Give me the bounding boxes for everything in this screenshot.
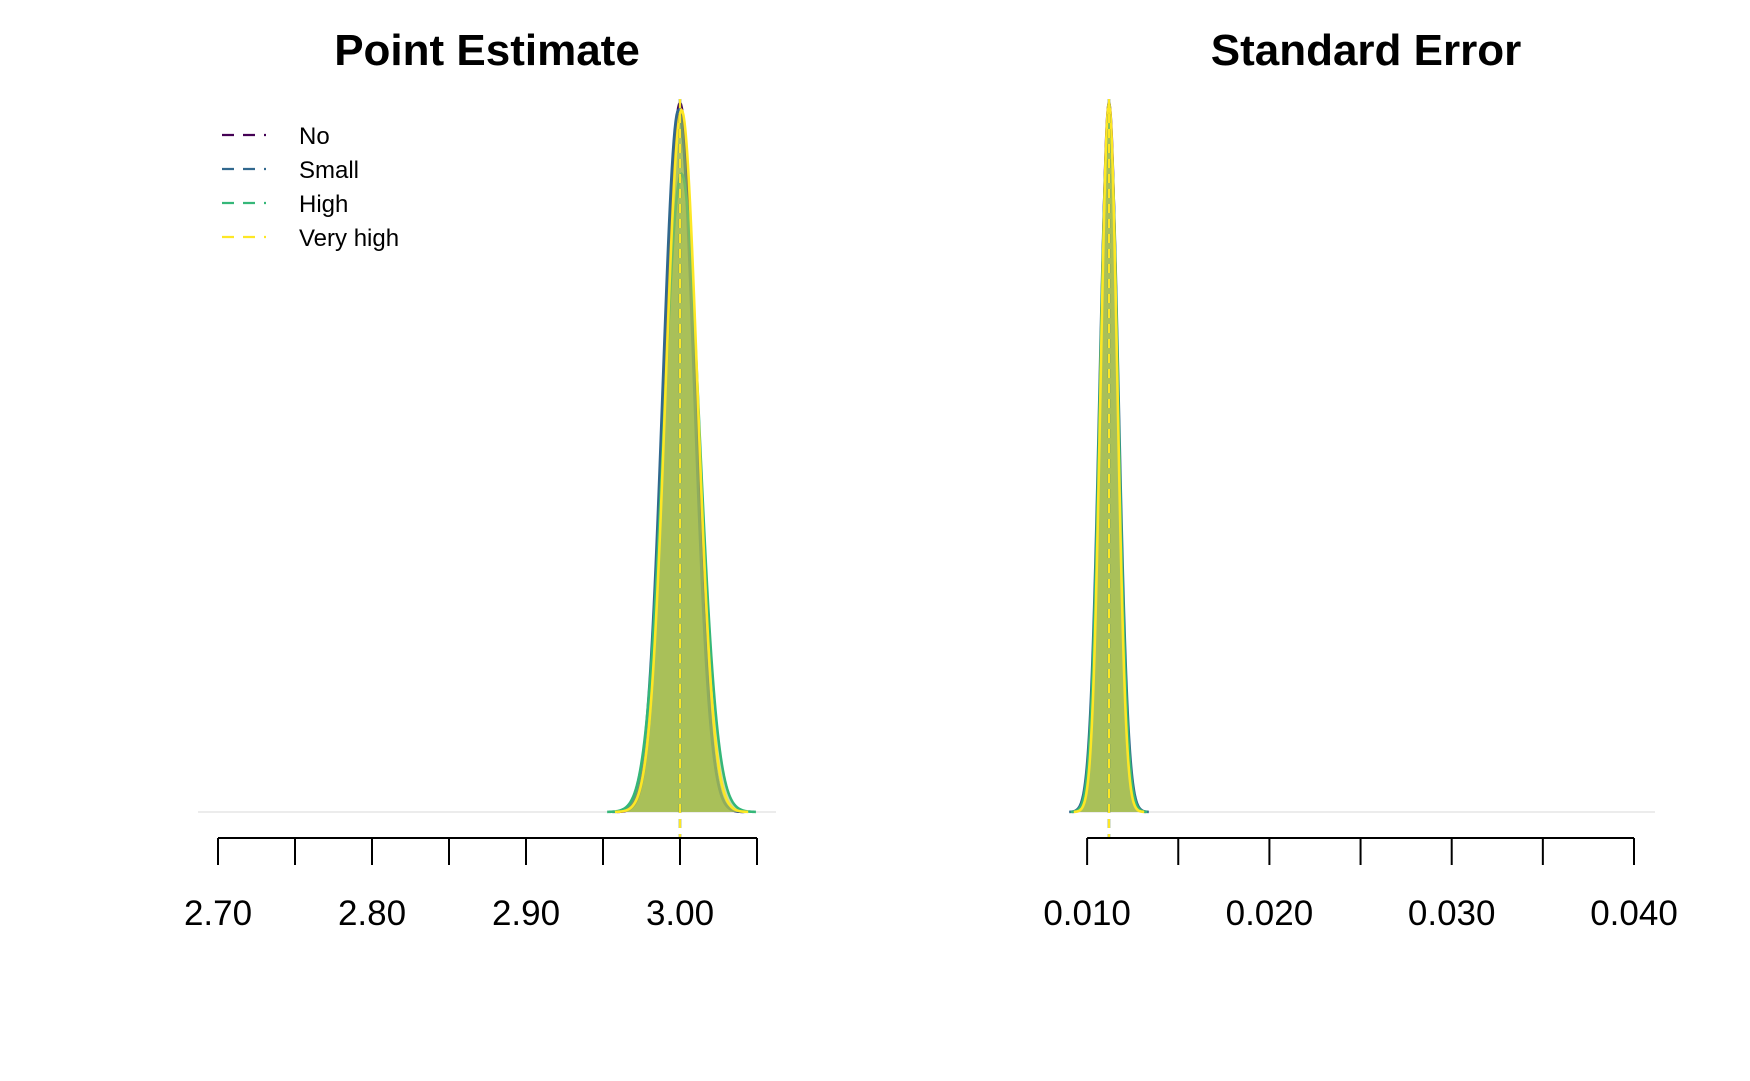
x-axis: 2.70 2.80 2.90 3.00 (184, 837, 758, 933)
x-tick-label: 2.80 (338, 894, 406, 933)
legend-item-no: No (222, 123, 330, 150)
legend-label-small: Small (299, 157, 359, 184)
x-tick-label: 0.030 (1408, 894, 1496, 933)
density-plot (198, 99, 776, 838)
legend: No Small High Very high (222, 123, 399, 252)
legend-item-small: Small (222, 157, 359, 184)
x-tick-label: 3.00 (646, 894, 714, 933)
legend-label-very-high: Very high (299, 225, 399, 252)
legend-item-high: High (222, 191, 348, 218)
chart-title: Point Estimate (334, 26, 640, 75)
x-axis: 0.010 0.020 0.030 0.040 (1043, 837, 1678, 933)
legend-label-no: No (299, 123, 330, 150)
panel-standard-error: Standard Error 0.010 0.020 0.030 0.040 (1043, 26, 1677, 933)
density-curve-very-high (614, 107, 749, 814)
density-plot (1069, 99, 1655, 838)
x-tick-label: 0.020 (1226, 894, 1314, 933)
x-tick-label: 2.90 (492, 894, 560, 933)
x-tick-label: 0.040 (1590, 894, 1678, 933)
x-tick-label: 2.70 (184, 894, 252, 933)
legend-item-very-high: Very high (222, 225, 399, 252)
density-fill-very-high (614, 110, 749, 812)
legend-label-high: High (299, 191, 348, 218)
panel-point-estimate: Point Estimate 2.70 2.80 2.90 3.00 No Small H… (184, 26, 776, 933)
chart-title: Standard Error (1211, 26, 1522, 75)
density-fill-very-high (1073, 103, 1145, 812)
x-tick-label: 0.010 (1043, 894, 1131, 933)
